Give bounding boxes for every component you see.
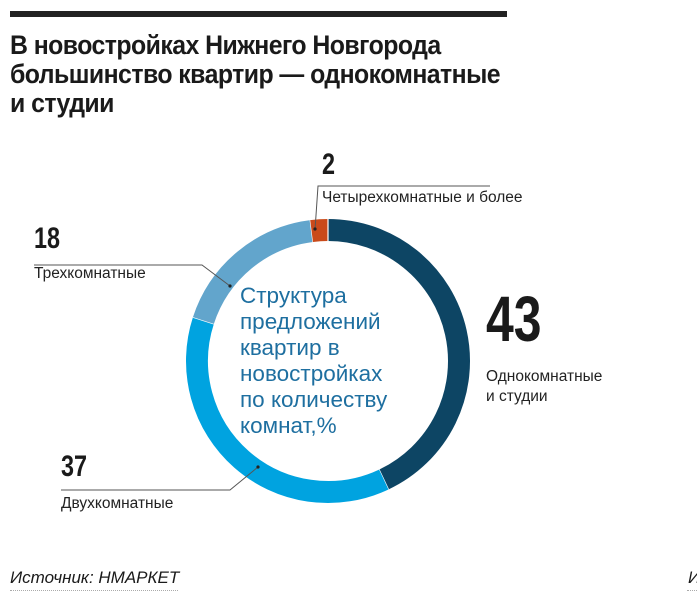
value-one-room: 43 [486, 283, 542, 355]
label-one-room-line-1: Однокомнатные [486, 368, 603, 385]
label-one-room-line-2: и студии [486, 388, 548, 405]
source-note: Источник: НМАРКЕТ [10, 568, 180, 587]
donut-segment-one-room [327, 219, 470, 490]
center-label-line: квартир в [240, 335, 340, 360]
leader-line-two-room [61, 466, 259, 491]
source-underline [10, 590, 178, 591]
top-rule [10, 11, 507, 17]
label-one-room: Однокомнатные и студии [486, 367, 602, 407]
center-label-line: предложений [240, 309, 381, 334]
leader-dots [228, 227, 317, 469]
donut-segment-two-room [186, 317, 389, 503]
donut-segment-three-room [192, 220, 314, 325]
donut-center-label: Структура предложений квартир в новостро… [240, 283, 440, 439]
title-line-2: большинство квартир — однокомнатные [10, 59, 501, 89]
label-four-room: Четырехкомнатные и более [322, 189, 523, 206]
center-label-line: новостройках [240, 361, 383, 386]
label-two-room: Двухкомнатные [61, 495, 174, 512]
label-three-room: Трехкомнатные [34, 265, 146, 282]
center-label-line: Структура [240, 283, 347, 308]
chart-title: В новостройках Нижнего Новгорода большин… [10, 31, 617, 118]
leader-line-four-room [314, 185, 490, 231]
corner-glyph: И [688, 568, 697, 588]
value-two-room: 37 [61, 450, 88, 483]
title-line-3: и студии [10, 88, 114, 118]
leader-lines [34, 185, 490, 491]
leader-line-three-room [34, 264, 231, 287]
center-label-line: по количеству [240, 387, 388, 412]
corner-underline [687, 590, 697, 591]
value-three-room: 18 [34, 222, 61, 255]
segment-separator [192, 316, 215, 325]
donut-segments [186, 219, 470, 503]
title-line-1: В новостройках Нижнего Новгорода [10, 30, 441, 60]
value-four-room: 2 [322, 148, 336, 181]
center-label-line: комнат,% [240, 413, 337, 438]
